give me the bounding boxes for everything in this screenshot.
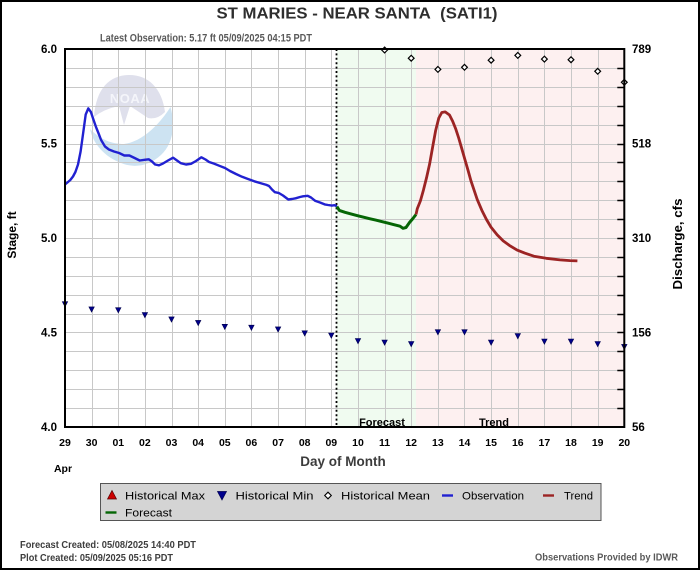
svg-text:Trend: Trend [479,417,509,429]
svg-text:6.0: 6.0 [41,44,57,56]
svg-text:Latest Observation: 5.17 ft 05: Latest Observation: 5.17 ft 05/09/2025 0… [100,33,312,45]
svg-text:02: 02 [139,437,151,449]
svg-text:Observations Provided by IDWR: Observations Provided by IDWR [535,553,679,564]
svg-text:04: 04 [192,437,204,449]
svg-text:11: 11 [379,437,390,449]
svg-text:03: 03 [166,437,178,449]
svg-text:10: 10 [352,437,364,449]
svg-text:Trend: Trend [564,491,593,503]
svg-text:4.0: 4.0 [41,422,57,434]
svg-text:Plot Created: 05/09/2025 05:16: Plot Created: 05/09/2025 05:16 PDT [20,553,173,564]
svg-text:4.5: 4.5 [41,328,58,340]
svg-text:Historical Max: Historical Max [125,491,206,503]
svg-text:156: 156 [632,328,651,340]
svg-text:01: 01 [112,437,124,449]
svg-text:Day of Month: Day of Month [300,454,386,469]
svg-text:09: 09 [325,437,337,449]
svg-text:5.5: 5.5 [41,139,58,151]
svg-text:Forecast: Forecast [359,417,405,429]
svg-text:Forecast: Forecast [125,508,172,520]
svg-text:518: 518 [632,139,652,151]
svg-text:20: 20 [618,437,630,449]
svg-text:NOAA: NOAA [110,91,150,106]
svg-text:07: 07 [272,437,284,449]
svg-text:Forecast Created: 05/08/2025 1: Forecast Created: 05/08/2025 14:40 PDT [20,540,196,551]
svg-text:Stage, ft: Stage, ft [5,211,19,258]
svg-text:19: 19 [592,437,604,449]
svg-text:05: 05 [219,437,231,449]
svg-text:18: 18 [565,437,577,449]
svg-text:Historical Mean: Historical Mean [341,491,430,503]
svg-text:13: 13 [432,437,444,449]
svg-text:Apr: Apr [54,463,72,475]
svg-text:789: 789 [632,44,651,56]
svg-text:06: 06 [246,437,258,449]
svg-text:5.0: 5.0 [41,233,57,245]
svg-text:08: 08 [299,437,311,449]
svg-text:ST MARIES - NEAR SANTA (SATI1: ST MARIES - NEAR SANTA (SATI1) [217,6,498,23]
svg-text:15: 15 [485,437,497,449]
svg-text:310: 310 [632,233,651,245]
svg-text:14: 14 [459,437,471,449]
svg-text:56: 56 [632,422,645,434]
svg-text:16: 16 [512,437,524,449]
svg-text:30: 30 [86,437,98,449]
svg-text:Observation: Observation [462,491,524,503]
svg-text:Historical Min: Historical Min [236,491,314,503]
svg-text:12: 12 [405,437,417,449]
svg-text:29: 29 [59,437,71,449]
svg-text:Discharge, cfs: Discharge, cfs [670,199,685,290]
svg-text:17: 17 [539,437,551,449]
